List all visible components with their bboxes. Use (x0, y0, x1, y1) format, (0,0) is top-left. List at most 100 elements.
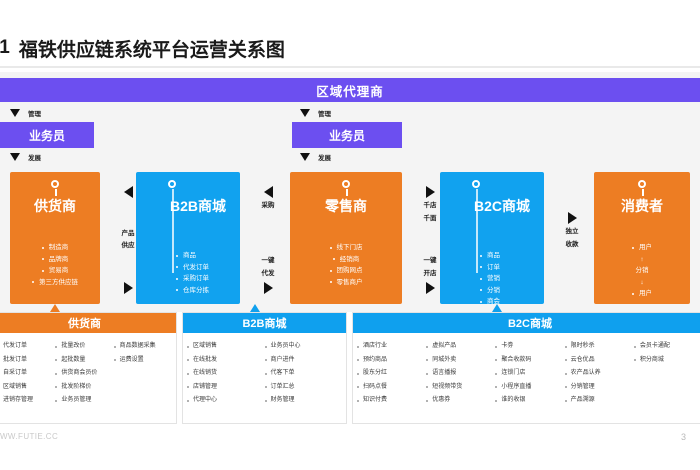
panel-column: 虚拟产品 同城外卖 语言播报 短视频带货 优惠券 (426, 340, 495, 408)
section-number: .1 (0, 37, 10, 58)
feature-label: 店铺管理 (193, 383, 218, 390)
location-pin-icon (51, 180, 59, 196)
bullet-icon (495, 345, 498, 348)
salesperson-box-1[interactable]: 业务员 (0, 122, 94, 148)
feature-label: 产品溯源 (570, 397, 595, 403)
list-item: 业务员中心 (264, 340, 343, 354)
list-item-label: 分销 (635, 267, 649, 274)
list-item: 第三方供应链 (10, 277, 100, 289)
connector-label: 采购 (261, 202, 275, 209)
panel-title: B2B商城 (183, 313, 346, 333)
panel-b2b-mall[interactable]: B2B商城 区域销售 在线批发 在线销货 店铺管理 代理中心 业务员中心 商户进… (182, 312, 347, 424)
column-supplier[interactable]: 供货商 制造商 品牌商 贸易商 第三方供应链 (10, 172, 100, 304)
list-item: 谁的收银 (495, 394, 564, 408)
list-item-label: 线下门店 (336, 244, 363, 251)
list-item: 经销商 (290, 254, 402, 266)
arrow-right-icon (425, 186, 435, 198)
column-b2c-mall[interactable]: B2C商城 商品 订单 营销 分销 商会 (440, 172, 544, 305)
list-item: 云仓优品 (564, 354, 634, 368)
list-item: 起批数量 (55, 354, 113, 368)
feature-label: 区域销售 (3, 383, 28, 390)
feature-panels: 供货商 代发订单 批发订单 自采订单 区域销售 进销存管理 批量改价 起批数量 … (0, 304, 700, 424)
bullet-icon (564, 345, 567, 348)
arrow-up-icon-supplier (50, 304, 60, 312)
connector-label-2: 供应 (121, 242, 135, 249)
bullet-icon (329, 269, 332, 272)
connector-payment: 独立 收款 (544, 172, 600, 304)
manage-label-2: 管理 (318, 111, 331, 118)
bullet-icon (564, 372, 567, 375)
bullet-icon (41, 269, 44, 272)
list-item: 知识付费 (357, 394, 426, 408)
column-consumer[interactable]: 消费者 用户 ↑ 分销 ↓ 用户 (594, 172, 690, 304)
bullet-icon (632, 292, 634, 295)
list-item: 农产品认养 (564, 367, 634, 381)
bullet-icon (329, 246, 332, 249)
list-item: 商品数据采集 (113, 340, 172, 354)
panel-title: B2C商城 (353, 313, 700, 333)
list-item: 积分商城 (633, 354, 700, 368)
bullet-icon (176, 266, 178, 269)
bullet-icon (32, 281, 34, 284)
column-b2b-mall[interactable]: B2B商城 商品 代发订单 采购订单 仓库分拣 (136, 172, 240, 304)
arrow-right-icon (425, 282, 435, 294)
feature-label: 商户进件 (270, 356, 295, 363)
list-item: 酒店行业 (357, 340, 426, 354)
list-item-label: 分销 (487, 286, 500, 294)
column-list: 用户 ↑ 分销 ↓ 用户 (594, 242, 690, 300)
salesperson-box-2[interactable]: 业务员 (292, 122, 402, 148)
feature-label: 区域销售 (193, 343, 218, 349)
list-item: 在线批发 (187, 354, 265, 368)
arrow-up-icon-b2b (250, 304, 260, 312)
bullet-icon (480, 277, 482, 280)
manage-arrow-2: 管理 (300, 108, 331, 118)
list-item: 短视频带货 (426, 381, 495, 395)
bullet-icon (426, 399, 429, 402)
arrow-left-icon (263, 186, 273, 198)
connector-label-2: 千面 (423, 214, 437, 222)
column-retailer[interactable]: 零售商 线下门店 经销商 团购网点 零售商户 (290, 172, 402, 304)
list-item-label: 贸易商 (48, 267, 69, 274)
regional-agent-bar[interactable]: 区域代理商 (0, 78, 700, 102)
develop-arrow-1: 发展 (10, 152, 41, 162)
location-pin-icon (638, 180, 646, 196)
list-item: ↓ (594, 277, 690, 289)
feature-label: 业务员管理 (61, 397, 92, 403)
bullet-icon (426, 386, 429, 388)
list-item: 限时秒杀 (564, 340, 634, 354)
list-item: 同城外卖 (426, 354, 495, 368)
panel-supplier[interactable]: 供货商 代发订单 批发订单 自采订单 区域销售 进销存管理 批量改价 起批数量 … (0, 312, 177, 424)
column-title: B2B商城 (170, 198, 227, 214)
bullet-icon (264, 359, 267, 361)
list-item: 批量改价 (55, 340, 113, 354)
bullet-icon (357, 386, 359, 388)
site-url: WWW.FUTIE.CC (0, 432, 59, 441)
feature-label: 批发订单 (3, 356, 28, 363)
connector-supply: 产品 供应 (100, 172, 156, 304)
list-item: 分销 (440, 285, 544, 297)
list-item: 股东分红 (357, 367, 426, 381)
feature-label: 预约商品 (363, 356, 388, 363)
bullet-icon (564, 399, 567, 402)
connector-label-2: 收款 (565, 240, 579, 248)
panel-column: 会员卡通配 积分商城 (633, 340, 700, 408)
bullet-icon (176, 289, 178, 292)
location-pin-icon (168, 180, 176, 273)
bullet-icon (633, 345, 636, 348)
bullet-icon (187, 399, 189, 402)
arrow-down-glyph: ↓ (640, 278, 644, 286)
feature-label: 批发阶梯价 (61, 383, 92, 390)
bullet-icon (564, 359, 567, 361)
connector-label-4: 开店 (423, 269, 437, 277)
list-item: 制造商 (10, 242, 100, 254)
bullet-icon (176, 254, 178, 257)
bullet-icon (55, 372, 58, 375)
panel-column: 批量改价 起批数量 供货商会员价 批发阶梯价 业务员管理 (55, 340, 113, 408)
connector-store: 千店 千面 一键 开店 (402, 172, 458, 304)
feature-label: 扫码点餐 (363, 383, 388, 390)
panel-b2c-mall[interactable]: B2C商城 酒店行业 预约商品 股东分红 扫码点餐 知识付费 虚拟产品 同城外卖… (352, 312, 700, 424)
list-item-label: 经销商 (339, 255, 360, 263)
arrow-up-icon-b2c (492, 304, 502, 312)
list-item: 区域销售 (187, 340, 265, 354)
list-item: 运费设置 (113, 354, 172, 368)
